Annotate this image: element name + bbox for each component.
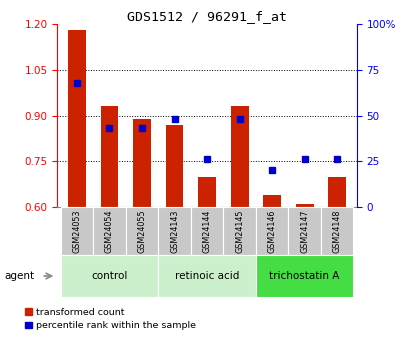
Text: GSM24053: GSM24053 xyxy=(72,209,81,253)
Legend: transformed count, percentile rank within the sample: transformed count, percentile rank withi… xyxy=(25,308,196,331)
Bar xyxy=(263,195,281,207)
Bar xyxy=(165,125,183,207)
Bar xyxy=(190,207,223,255)
Bar xyxy=(230,106,248,207)
Text: GSM24144: GSM24144 xyxy=(202,209,211,253)
Text: agent: agent xyxy=(4,271,34,281)
Bar xyxy=(133,119,151,207)
Text: trichostatin A: trichostatin A xyxy=(269,271,339,281)
Text: control: control xyxy=(91,271,127,281)
Text: GSM24147: GSM24147 xyxy=(299,209,308,253)
Bar xyxy=(68,30,85,207)
Title: GDS1512 / 96291_f_at: GDS1512 / 96291_f_at xyxy=(127,10,286,23)
Text: GSM24055: GSM24055 xyxy=(137,209,146,253)
Text: GSM24143: GSM24143 xyxy=(170,209,179,253)
Bar xyxy=(100,106,118,207)
Bar xyxy=(158,207,190,255)
Bar xyxy=(93,207,126,255)
Bar xyxy=(320,207,353,255)
Bar xyxy=(288,207,320,255)
Bar xyxy=(158,255,255,297)
Bar xyxy=(223,207,255,255)
Bar xyxy=(198,177,216,207)
Bar xyxy=(295,204,313,207)
Bar xyxy=(61,207,93,255)
Text: GSM24145: GSM24145 xyxy=(234,209,243,253)
Text: retinoic acid: retinoic acid xyxy=(174,271,239,281)
Text: GSM24146: GSM24146 xyxy=(267,209,276,253)
Bar xyxy=(328,177,345,207)
Bar xyxy=(126,207,158,255)
Text: GSM24148: GSM24148 xyxy=(332,209,341,253)
Bar xyxy=(255,255,353,297)
Text: GSM24054: GSM24054 xyxy=(105,209,114,253)
Bar xyxy=(61,255,158,297)
Bar xyxy=(255,207,288,255)
